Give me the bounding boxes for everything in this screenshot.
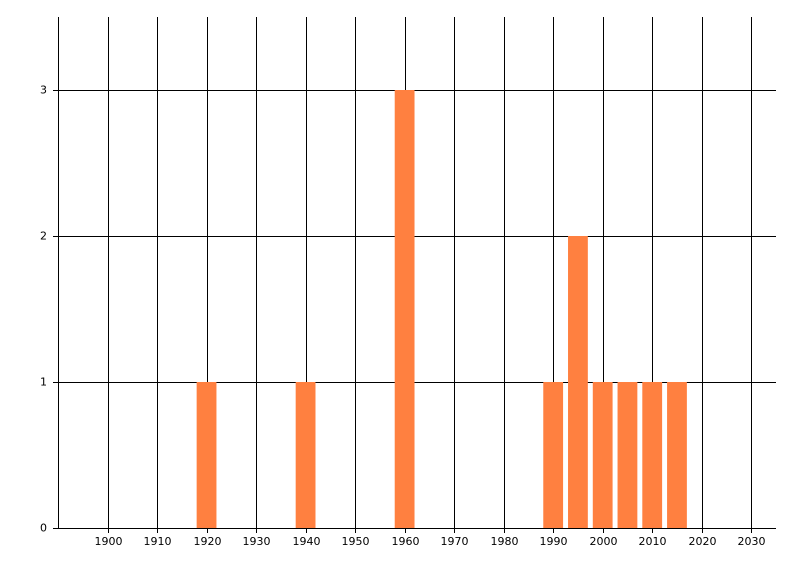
- bar: [642, 382, 663, 528]
- x-tick-label: 1930: [243, 535, 271, 548]
- x-tick-label: 1950: [342, 535, 370, 548]
- y-tick-label: 1: [40, 376, 47, 389]
- bar: [394, 90, 415, 528]
- bar: [295, 382, 316, 528]
- x-tick-label: 1900: [95, 535, 123, 548]
- x-tick-label: 1960: [392, 535, 420, 548]
- bar: [196, 382, 217, 528]
- bar: [592, 382, 613, 528]
- y-tick-label: 3: [40, 84, 47, 97]
- bar: [543, 382, 564, 528]
- bar: [568, 236, 588, 528]
- x-tick-label: 1990: [540, 535, 568, 548]
- x-tick-label: 2010: [639, 535, 667, 548]
- bar: [617, 382, 638, 528]
- x-tick-label: 2000: [590, 535, 618, 548]
- y-tick-label: 0: [40, 522, 47, 535]
- x-tick-label: 1980: [491, 535, 519, 548]
- x-tick-label: 1920: [194, 535, 222, 548]
- x-tick-label: 2030: [738, 535, 766, 548]
- y-tick-label: 2: [40, 230, 47, 243]
- x-tick-label: 2020: [689, 535, 717, 548]
- x-tick-label: 1970: [441, 535, 469, 548]
- x-tick-label: 1910: [144, 535, 172, 548]
- bar: [667, 382, 687, 528]
- x-tick-label: 1940: [293, 535, 321, 548]
